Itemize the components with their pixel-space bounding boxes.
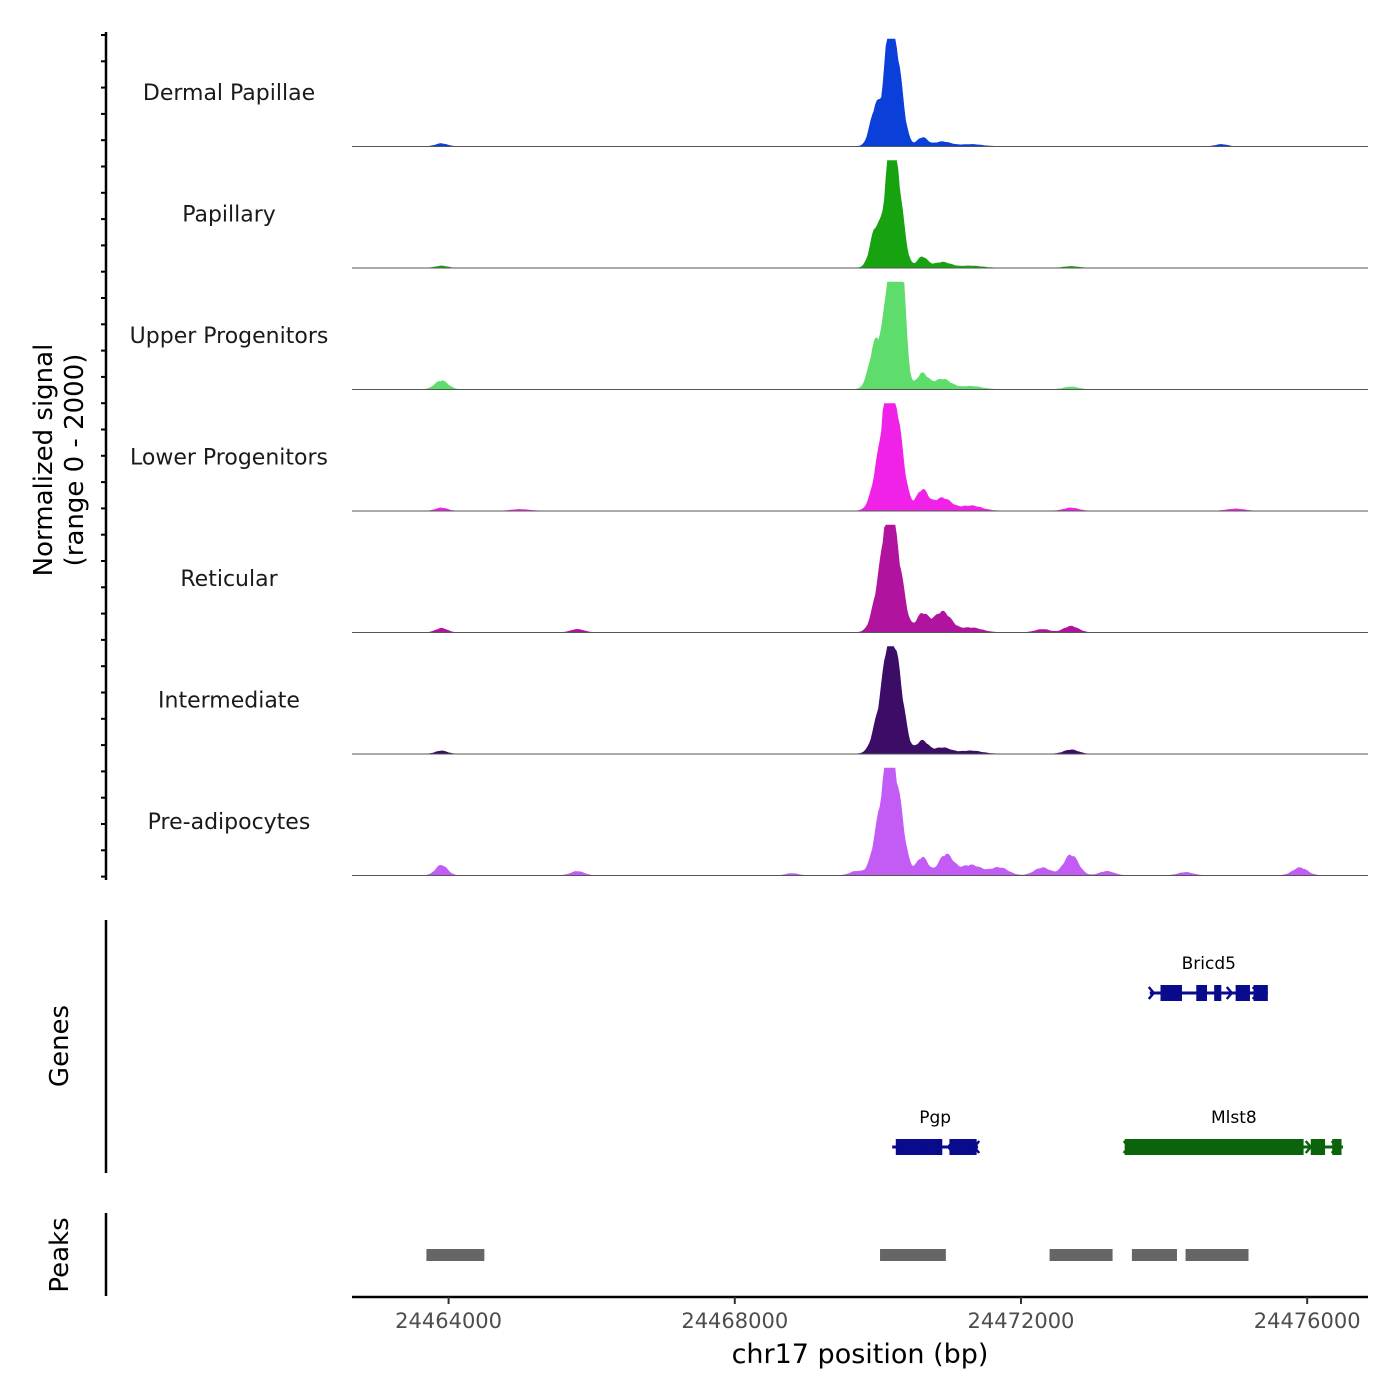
track-label: Reticular [180,567,278,592]
track-reticular: Reticular [180,524,1368,633]
peak-region [1131,1249,1177,1261]
gene-label: Mlst8 [1211,1108,1257,1128]
strand-arrow [1226,1140,1235,1154]
gene-label: Bricd5 [1182,954,1236,974]
signal-area [352,38,1368,147]
strand-arrow [894,1140,903,1154]
track-label: Upper Progenitors [130,324,329,349]
track-label: Dermal Papillae [143,81,315,106]
peaks-panel-title: Peaks [45,1217,75,1292]
strand-arrow [1174,1140,1183,1154]
x-axis-title: chr17 position (bp) [732,1339,989,1370]
peak-region [426,1249,485,1261]
gene-label: Pgp [919,1108,951,1128]
signal-area [352,281,1368,390]
strand-arrow [1173,986,1182,1000]
strand-arrow [1200,1140,1209,1154]
signal-area [352,403,1368,512]
strand-arrow [972,1140,981,1154]
gene-exon [1196,985,1208,1001]
track-papillary: Papillary [182,160,1368,269]
x-tick-label: 24472000 [968,1309,1075,1333]
strand-arrow [1199,986,1208,1000]
gene-exon [949,1139,977,1155]
strand-arrow [1252,1140,1261,1154]
track-label: Intermediate [158,689,300,714]
gene-pgp: Pgp [892,1108,981,1155]
strand-arrow [946,1140,955,1154]
gene-exon [1124,1139,1304,1155]
x-tick-label: 24468000 [681,1309,788,1333]
track-pre-adipocytes: Pre-adipocytes [148,767,1368,876]
signal-area [352,524,1368,633]
peaks-panel [104,1213,1249,1296]
strand-arrow [1278,1140,1287,1154]
peak-region [1185,1249,1249,1261]
strand-arrow [1225,986,1234,1000]
track-label: Lower Progenitors [130,446,328,471]
signal-area [352,646,1368,755]
track-lower-progenitors: Lower Progenitors [130,403,1368,512]
strand-arrow [1304,1140,1313,1154]
signal-area [352,767,1368,876]
gene-exon [1235,985,1250,1001]
gene-mlst8: Mlst8 [1122,1108,1343,1155]
genes-panel-title: Genes [45,1005,75,1087]
strand-arrow [1330,1140,1339,1154]
gene-exon [1253,985,1268,1001]
y-axis-title-line2: (range 0 - 2000) [60,354,90,567]
strand-arrow [920,1140,929,1154]
strand-arrow [1122,1140,1131,1154]
peak-region [1049,1249,1113,1261]
gene-exon [1310,1139,1326,1155]
signal-panel: Dermal Papillae Papillary Upper Progenitor… [101,32,1368,880]
x-tick-label: 24464000 [395,1309,502,1333]
genes-panel: Bricd5 Pgp Mlst8 [104,920,1343,1173]
strand-arrow [1147,986,1156,1000]
y-axis-title-line1: Normalized signal [29,344,59,577]
gene-exon [895,1139,943,1155]
strand-arrow [1148,1140,1157,1154]
gene-bricd5: Bricd5 [1147,954,1268,1001]
track-dermal-papillae: Dermal Papillae [143,38,1368,147]
x-tick-label: 24476000 [1254,1309,1361,1333]
track-intermediate: Intermediate [158,646,1368,755]
strand-arrow [1251,986,1260,1000]
track-upper-progenitors: Upper Progenitors [130,281,1368,390]
peak-region [880,1249,946,1261]
track-label: Pre-adipocytes [148,810,311,835]
track-label: Papillary [182,203,276,228]
signal-area [352,160,1368,269]
gene-exon [1214,985,1222,1001]
x-axis: 24464000 24468000 24472000 24476000 [352,1295,1368,1333]
